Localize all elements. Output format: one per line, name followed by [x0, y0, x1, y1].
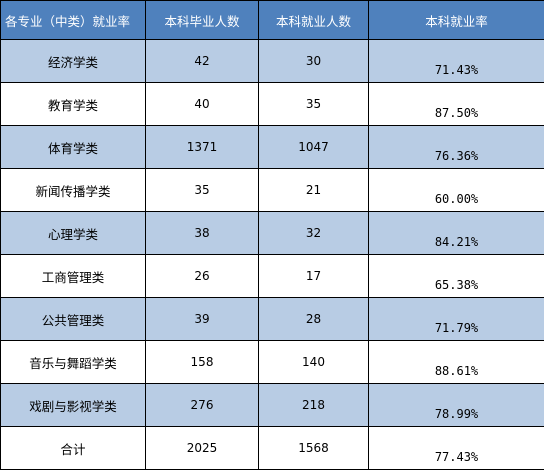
header-row: 各专业（中类）就业率 本科毕业人数 本科就业人数 本科就业率: [1, 1, 544, 40]
employed-cell: 30: [259, 40, 369, 83]
table-row: 新闻传播学类 35 21 60.00%: [1, 169, 544, 212]
table-row: 戏剧与影视学类 276 218 78.99%: [1, 384, 544, 427]
major-cell: 教育学类: [1, 83, 146, 126]
rate-cell: 65.38%: [369, 255, 544, 298]
graduates-cell: 26: [146, 255, 259, 298]
table-row: 音乐与舞蹈学类 158 140 88.61%: [1, 341, 544, 384]
graduates-cell: 35: [146, 169, 259, 212]
rate-cell: 76.36%: [369, 126, 544, 169]
major-cell: 体育学类: [1, 126, 146, 169]
header-employed: 本科就业人数: [259, 1, 369, 40]
graduates-cell: 39: [146, 298, 259, 341]
employed-cell: 17: [259, 255, 369, 298]
header-graduates: 本科毕业人数: [146, 1, 259, 40]
major-cell: 戏剧与影视学类: [1, 384, 146, 427]
total-row: 合计 2025 1568 77.43%: [1, 427, 544, 470]
graduates-cell: 40: [146, 83, 259, 126]
graduates-cell: 276: [146, 384, 259, 427]
major-cell: 音乐与舞蹈学类: [1, 341, 146, 384]
major-cell: 工商管理类: [1, 255, 146, 298]
graduates-cell: 38: [146, 212, 259, 255]
table-row: 经济学类 42 30 71.43%: [1, 40, 544, 83]
table-row: 公共管理类 39 28 71.79%: [1, 298, 544, 341]
rate-cell: 60.00%: [369, 169, 544, 212]
employed-cell: 21: [259, 169, 369, 212]
total-label-cell: 合计: [1, 427, 146, 470]
total-rate-cell: 77.43%: [369, 427, 544, 470]
total-graduates-cell: 2025: [146, 427, 259, 470]
major-cell: 新闻传播学类: [1, 169, 146, 212]
employed-cell: 32: [259, 212, 369, 255]
rate-cell: 71.43%: [369, 40, 544, 83]
employed-cell: 140: [259, 341, 369, 384]
graduates-cell: 1371: [146, 126, 259, 169]
rate-cell: 78.99%: [369, 384, 544, 427]
graduates-cell: 42: [146, 40, 259, 83]
table-row: 体育学类 1371 1047 76.36%: [1, 126, 544, 169]
total-employed-cell: 1568: [259, 427, 369, 470]
rate-cell: 87.50%: [369, 83, 544, 126]
employed-cell: 35: [259, 83, 369, 126]
major-cell: 公共管理类: [1, 298, 146, 341]
employed-cell: 218: [259, 384, 369, 427]
rate-cell: 88.61%: [369, 341, 544, 384]
rate-cell: 84.21%: [369, 212, 544, 255]
employed-cell: 28: [259, 298, 369, 341]
header-major: 各专业（中类）就业率: [1, 1, 146, 40]
header-rate: 本科就业率: [369, 1, 544, 40]
major-cell: 经济学类: [1, 40, 146, 83]
rate-cell: 71.79%: [369, 298, 544, 341]
major-cell: 心理学类: [1, 212, 146, 255]
graduates-cell: 158: [146, 341, 259, 384]
table-row: 工商管理类 26 17 65.38%: [1, 255, 544, 298]
table-row: 心理学类 38 32 84.21%: [1, 212, 544, 255]
table-row: 教育学类 40 35 87.50%: [1, 83, 544, 126]
employed-cell: 1047: [259, 126, 369, 169]
